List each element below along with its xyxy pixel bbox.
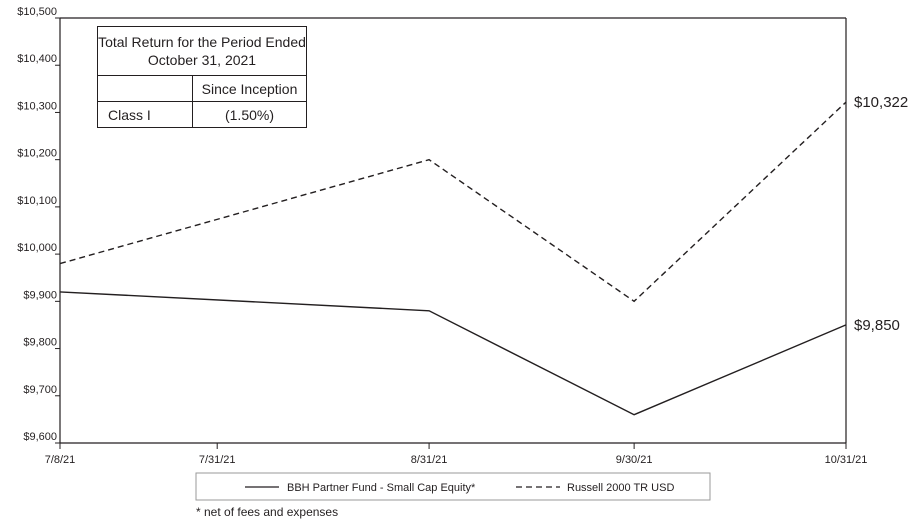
y-tick-label: $9,700 (23, 384, 57, 396)
legend-box (195, 472, 711, 501)
series-end-label: $9,850 (854, 317, 900, 334)
table-title: Total Return for the Period Ended Octobe… (97, 26, 307, 76)
series-lines (59, 101, 847, 416)
table-column-header: Since Inception (192, 75, 307, 102)
x-axis-ticks: 7/8/21 7/31/21 8/31/21 9/30/21 10/31/21 (45, 443, 868, 466)
x-tick-label: 10/31/21 (825, 454, 868, 466)
legend: BBH Partner Fund - Small Cap Equity* Russ… (195, 472, 711, 501)
x-tick-label: 8/31/21 (411, 454, 448, 466)
end-labels: $9,850 $10,322 (854, 94, 908, 334)
y-tick-label: $10,100 (17, 195, 57, 207)
table-empty-cell (97, 75, 193, 102)
russell-2000-line (59, 101, 847, 303)
axes (59, 17, 847, 444)
series-end-label: $10,322 (854, 94, 908, 111)
legend-label: Russell 2000 TR USD (567, 482, 674, 494)
y-tick-label: $10,400 (17, 53, 57, 65)
x-tick-label: 9/30/21 (616, 454, 653, 466)
bbh-fund-line (59, 291, 847, 416)
table-row-label: Class I (97, 101, 193, 128)
y-tick-label: $9,900 (23, 289, 57, 301)
y-tick-label: $10,200 (17, 148, 57, 160)
table-row-value: (1.50%) (192, 101, 307, 128)
y-tick-label: $9,600 (23, 431, 57, 443)
x-tick-label: 7/31/21 (199, 454, 236, 466)
y-tick-label: $10,300 (17, 100, 57, 112)
legend-label: BBH Partner Fund - Small Cap Equity* (287, 482, 476, 494)
y-axis-ticks: $9,600 $9,700 $9,800 $9,900 $10,000 $10,100 $1… (17, 6, 60, 444)
y-tick-label: $10,500 (17, 6, 57, 18)
x-tick-label: 7/8/21 (45, 454, 76, 466)
y-tick-label: $9,800 (23, 337, 57, 349)
footnote: * net of fees and expenses (196, 505, 339, 519)
y-tick-label: $10,000 (17, 242, 57, 254)
total-return-table: Total Return for the Period Ended Octobe… (97, 26, 307, 128)
